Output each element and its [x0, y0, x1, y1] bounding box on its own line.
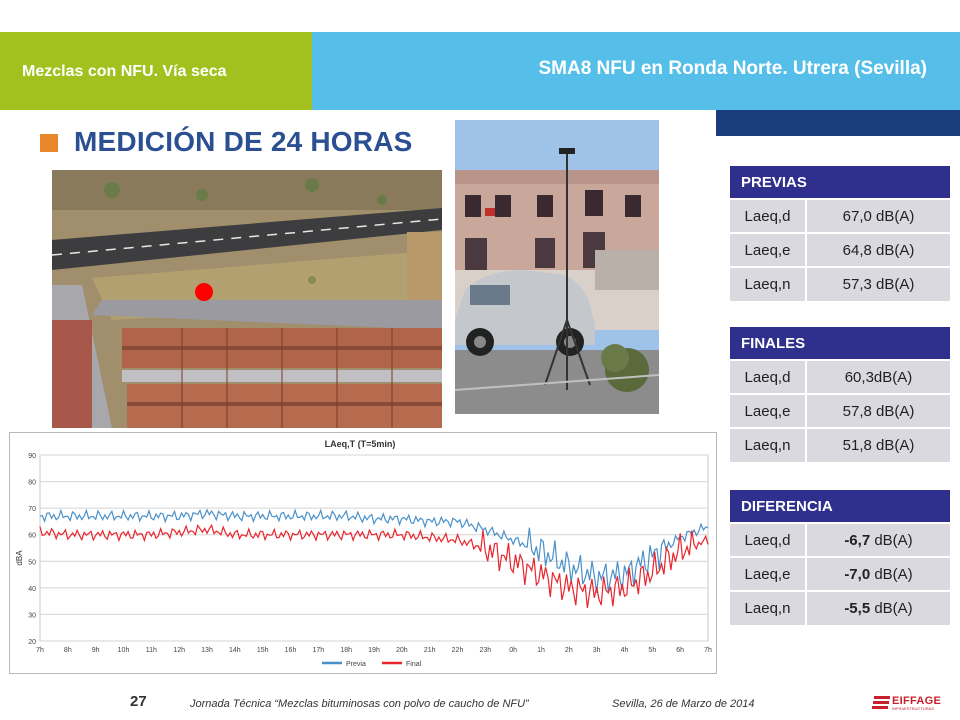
- chart-x-tick-label: 6h: [676, 647, 684, 654]
- chart-x-tick-label: 20h: [396, 647, 408, 654]
- eiffage-logo-icon: [872, 696, 890, 709]
- table-value-number: -5,5: [844, 600, 871, 617]
- measurement-point-marker: [195, 283, 213, 301]
- chart-x-tick-label: 5h: [648, 647, 656, 654]
- chart-series-line-previa: [39, 508, 709, 594]
- chart-x-tick-label: 7h: [36, 647, 44, 654]
- table-row: Laeq,e 64,8 dB(A): [730, 232, 950, 267]
- chart-legend-label: Previa: [346, 661, 366, 668]
- eiffage-logo-subtext: INFRAESTRUCTURAS: [892, 706, 935, 711]
- chart-series-line-final: [39, 523, 709, 609]
- chart-x-tick-label: 9h: [92, 647, 100, 654]
- table-diferencia: DIFERENCIA Laeq,d -6,7 dB(A) Laeq,e -7,0…: [730, 490, 950, 625]
- table-key: Laeq,e: [730, 232, 807, 267]
- table-value: 57,3 dB(A): [806, 266, 950, 301]
- chart-x-tick-label: 19h: [368, 647, 380, 654]
- table-key: Laeq,n: [730, 266, 807, 301]
- chart-y-tick-label: 20: [28, 639, 36, 646]
- header-right-panel: SMA8 NFU en Ronda Norte. Utrera (Sevilla…: [312, 32, 960, 110]
- chart-y-tick-label: 70: [28, 506, 36, 513]
- chart-x-tick-label: 10h: [118, 647, 130, 654]
- chart-x-tick-label: 22h: [452, 647, 464, 654]
- table-value: 57,8 dB(A): [806, 393, 950, 428]
- table-value: 51,8 dB(A): [806, 427, 950, 462]
- table-key: Laeq,d: [730, 522, 807, 557]
- noise-chart: 20 30 40 50 60 70 80 90 7h 8h 9h 10h 11h 12h 13h 14h 15…: [9, 432, 717, 674]
- chart-x-tick-label: 17h: [312, 647, 324, 654]
- chart-x-tick-label: 21h: [424, 647, 436, 654]
- table-value: -6,7 dB(A): [806, 522, 950, 557]
- table-row: Laeq,n 51,8 dB(A): [730, 427, 950, 462]
- chart-ylabel: dBA: [15, 550, 24, 566]
- table-key: Laeq,n: [730, 590, 807, 625]
- table-previas-title: PREVIAS: [730, 166, 950, 199]
- table-row: Laeq,d 67,0 dB(A): [730, 198, 950, 233]
- table-value: 60,3dB(A): [806, 359, 950, 394]
- footer-event-note: Jornada Técnica “Mezclas bituminosas con…: [190, 698, 529, 710]
- chart-x-tick-label: 1h: [537, 647, 545, 654]
- chart-x-tick-label: 18h: [340, 647, 352, 654]
- table-previas: PREVIAS Laeq,d 67,0 dB(A) Laeq,e 64,8 dB…: [730, 166, 950, 301]
- chart-x-tick-label: 12h: [173, 647, 185, 654]
- table-row: Laeq,d 60,3dB(A): [730, 359, 950, 394]
- chart-x-tick-label: 7h: [704, 647, 712, 654]
- chart-plot: 20 30 40 50 60 70 80 90 7h 8h 9h 10h 11h 12h 13h 14h 15…: [15, 439, 712, 668]
- table-key: Laeq,d: [730, 359, 807, 394]
- chart-x-tick-label: 16h: [285, 647, 297, 654]
- table-value-unit: dB(A): [870, 531, 913, 549]
- chart-y-tick-label: 60: [28, 533, 36, 540]
- chart-x-tick-label: 13h: [201, 647, 213, 654]
- header-left-panel: Mezclas con NFU. Vía seca: [0, 32, 312, 110]
- street-photo: [455, 120, 659, 414]
- chart-y-tick-label: 30: [28, 612, 36, 619]
- table-key: Laeq,e: [730, 556, 807, 591]
- chart-x-tick-label: 3h: [593, 647, 601, 654]
- table-value-number: -7,0: [844, 565, 871, 583]
- table-value: 64,8 dB(A): [806, 232, 950, 267]
- table-row: Laeq,e 57,8 dB(A): [730, 393, 950, 428]
- chart-y-tick-label: 80: [28, 480, 36, 487]
- table-value: -5,5 dB(A): [806, 590, 950, 625]
- chart-x-tick-label: 15h: [257, 647, 269, 654]
- chart-x-tick-label: 2h: [565, 647, 573, 654]
- eiffage-logo: EIFFAGE INFRAESTRUCTURAS: [872, 694, 952, 712]
- table-value: -7,0 dB(A): [806, 556, 950, 591]
- table-value-unit: dB(A): [870, 600, 913, 617]
- chart-y-tick-label: 50: [28, 559, 36, 566]
- chart-y-tick-label: 90: [28, 453, 36, 460]
- table-value: 67,0 dB(A): [806, 198, 950, 233]
- table-key: Laeq,d: [730, 198, 807, 233]
- chart-plot-area: [39, 454, 709, 642]
- table-diferencia-title: DIFERENCIA: [730, 490, 950, 523]
- page-number: 27: [130, 693, 147, 710]
- table-value-unit: dB(A): [870, 565, 913, 583]
- chart-x-tick-label: 0h: [509, 647, 517, 654]
- chart-y-tick-label: 40: [28, 586, 36, 593]
- eiffage-logo-text: EIFFAGE: [892, 695, 942, 707]
- chart-x-tick-label: 14h: [229, 647, 241, 654]
- table-key: Laeq,n: [730, 427, 807, 462]
- slide-title: MEDICIÓN DE 24 HORAS: [74, 126, 413, 157]
- chart-title: LAeq,T (T=5min): [325, 439, 396, 449]
- table-row: Laeq,n -5,5 dB(A): [730, 590, 950, 625]
- table-row: Laeq,d -6,7 dB(A): [730, 522, 950, 557]
- chart-x-tick-label: 8h: [64, 647, 72, 654]
- table-finales-title: FINALES: [730, 327, 950, 360]
- chart-x-tick-label: 23h: [479, 647, 491, 654]
- title-bullet-icon: [40, 134, 58, 152]
- table-finales: FINALES Laeq,d 60,3dB(A) Laeq,e 57,8 dB(…: [730, 327, 950, 462]
- header-accent-stripe: [716, 110, 960, 136]
- footer-date: Sevilla, 26 de Marzo de 2014: [612, 698, 755, 710]
- chart-legend-label: Final: [406, 661, 422, 668]
- chart-x-tick-label: 11h: [146, 647, 157, 654]
- table-row: Laeq,n 57,3 dB(A): [730, 266, 950, 301]
- header-left-title: Mezclas con NFU. Vía seca: [22, 63, 227, 80]
- table-value-number: -6,7: [844, 531, 871, 549]
- table-row: Laeq,e -7,0 dB(A): [730, 556, 950, 591]
- header-right-title: SMA8 NFU en Ronda Norte. Utrera (Sevilla…: [538, 58, 927, 79]
- chart-x-tick-label: 4h: [621, 647, 629, 654]
- table-key: Laeq,e: [730, 393, 807, 428]
- aerial-photo: [52, 170, 442, 428]
